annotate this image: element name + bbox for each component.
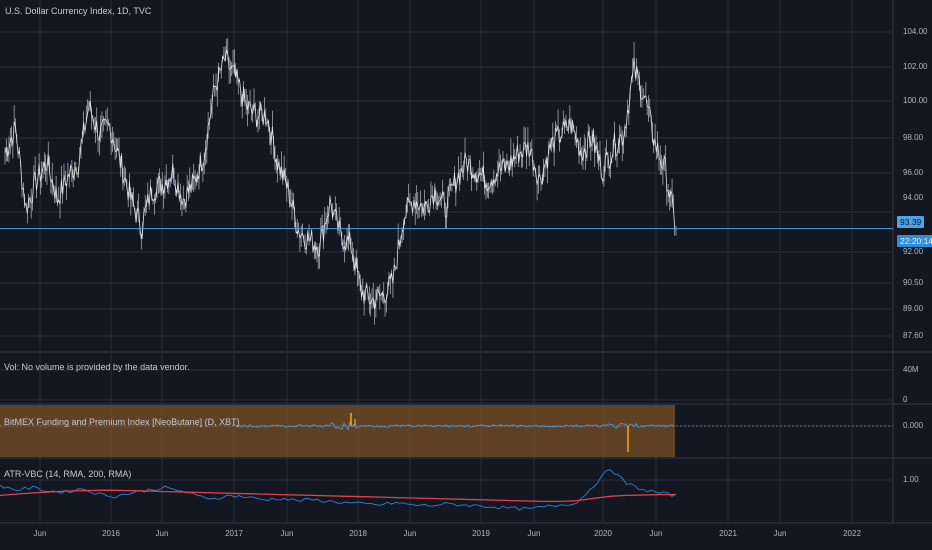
x-tick: Jun bbox=[649, 529, 663, 538]
x-tick: 2021 bbox=[719, 529, 737, 538]
x-tick: Jun bbox=[773, 529, 787, 538]
countdown-badge: 22:20:14 bbox=[897, 235, 932, 247]
x-tick: 2018 bbox=[349, 529, 367, 538]
x-tick: Jun bbox=[33, 529, 47, 538]
volume-y-tick: 0 bbox=[903, 395, 908, 404]
atr-y-tick: 1.00 bbox=[903, 475, 919, 484]
price-series-line bbox=[4, 49, 677, 310]
x-tick: 2019 bbox=[472, 529, 490, 538]
funding-series-line bbox=[231, 421, 675, 431]
last-price-badge: 93.39 bbox=[897, 216, 925, 228]
x-tick: Jun bbox=[527, 529, 541, 538]
x-tick: Jun bbox=[403, 529, 417, 538]
x-tick: 2017 bbox=[225, 529, 243, 538]
y-tick: 92.00 bbox=[903, 247, 924, 256]
atr-series-line bbox=[0, 469, 677, 511]
volume-pane-label: Vol: No volume is provided by the data v… bbox=[4, 362, 190, 372]
volume-y-tick: 40M bbox=[903, 365, 919, 374]
x-tick: 2020 bbox=[594, 529, 612, 538]
y-tick: 100.00 bbox=[903, 96, 928, 105]
y-tick: 104.00 bbox=[903, 27, 928, 36]
funding-pane-label[interactable]: BitMEX Funding and Premium Index [NeoBut… bbox=[4, 417, 240, 427]
atr-ma-line bbox=[0, 489, 676, 503]
y-tick: 90.50 bbox=[903, 278, 924, 287]
y-tick: 87.60 bbox=[903, 331, 924, 340]
funding-y-tick: 0.000 bbox=[903, 421, 924, 430]
y-tick: 96.00 bbox=[903, 168, 924, 177]
x-tick: Jun bbox=[280, 529, 294, 538]
funding-background bbox=[0, 405, 675, 457]
x-tick: Jun bbox=[155, 529, 169, 538]
x-tick: 2016 bbox=[102, 529, 120, 538]
y-tick: 89.00 bbox=[903, 304, 924, 313]
x-tick: 2022 bbox=[843, 529, 861, 538]
y-tick: 94.00 bbox=[903, 193, 924, 202]
atr-pane-label[interactable]: ATR-VBC (14, RMA, 200, RMA) bbox=[4, 469, 132, 479]
symbol-title[interactable]: U.S. Dollar Currency Index, 1D, TVC bbox=[5, 6, 152, 16]
y-tick: 102.00 bbox=[903, 62, 928, 71]
y-tick: 98.00 bbox=[903, 133, 924, 142]
